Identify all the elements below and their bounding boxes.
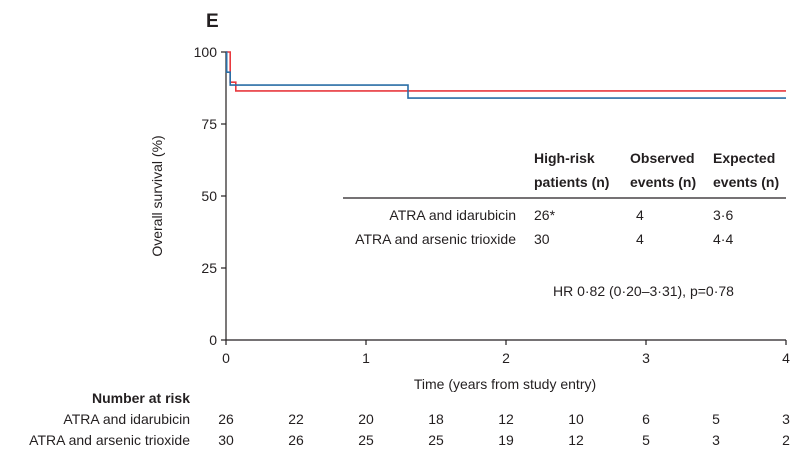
risk-row1-label: ATRA and idarubicin	[63, 411, 190, 427]
x-tick-label: 0	[222, 350, 230, 366]
header-patients-line1: High-risk	[534, 150, 595, 166]
survival-curves	[225, 51, 786, 99]
x-tick-label: 1	[362, 350, 370, 366]
inset-table: High-risk patients (n) Observed events (…	[343, 150, 786, 299]
risk-value: 26	[288, 432, 304, 448]
risk-value: 12	[568, 432, 584, 448]
y-tick-label: 75	[201, 116, 217, 132]
risk-value: 5	[712, 411, 720, 427]
risk-value: 3	[782, 411, 790, 427]
x-axis-label: Time (years from study entry)	[414, 376, 596, 392]
risk-value: 22	[288, 411, 304, 427]
y-tick-label: 0	[209, 332, 217, 348]
x-tick-label: 4	[782, 350, 790, 366]
risk-value: 10	[568, 411, 584, 427]
row1-label: ATRA and idarubicin	[389, 207, 516, 223]
risk-value: 12	[498, 411, 514, 427]
y-ticks: 0 25 50 75 100	[194, 44, 226, 348]
y-tick-label: 100	[194, 44, 218, 60]
panel-label: E	[206, 11, 219, 32]
risk-row2-label: ATRA and arsenic trioxide	[29, 432, 190, 448]
row1-patients: 26*	[534, 207, 556, 223]
risk-value: 25	[358, 432, 374, 448]
risk-value: 5	[642, 432, 650, 448]
risk-table-title: Number at risk	[92, 390, 190, 406]
header-observed-line1: Observed	[630, 150, 695, 166]
risk-value: 19	[498, 432, 514, 448]
row2-expected: 4·4	[713, 231, 733, 247]
risk-value: 3	[712, 432, 720, 448]
header-expected-line2: events (n)	[713, 174, 779, 190]
header-expected-line1: Expected	[713, 150, 775, 166]
risk-value: 26	[218, 411, 234, 427]
x-tick-label: 3	[642, 350, 650, 366]
header-patients-line2: patients (n)	[534, 174, 609, 190]
survival-curve-arsenic	[225, 51, 786, 99]
row1-observed: 4	[636, 207, 644, 223]
risk-value: 25	[428, 432, 444, 448]
y-tick-label: 50	[201, 188, 217, 204]
x-ticks: 0 1 2 3 4	[222, 340, 790, 366]
survival-curve-idarubicin	[226, 51, 786, 92]
hazard-ratio-text: HR 0·82 (0·20–3·31), p=0·78	[553, 283, 734, 299]
header-observed-line2: events (n)	[630, 174, 696, 190]
x-tick-label: 2	[502, 350, 510, 366]
row1-expected: 3·6	[713, 207, 733, 223]
risk-value: 18	[428, 411, 444, 427]
risk-value: 20	[358, 411, 374, 427]
row2-observed: 4	[636, 231, 644, 247]
risk-value: 30	[218, 432, 234, 448]
risk-value: 6	[642, 411, 650, 427]
row2-patients: 30	[534, 231, 550, 247]
risk-values: 26 22 20 18 12 10 6 5 3 30 26 25 25 19 12 5 3 2	[218, 411, 790, 448]
y-axis-label: Overall survival (%)	[149, 135, 165, 256]
y-tick-label: 25	[201, 260, 217, 276]
row2-label: ATRA and arsenic trioxide	[355, 231, 516, 247]
risk-value: 2	[782, 432, 790, 448]
